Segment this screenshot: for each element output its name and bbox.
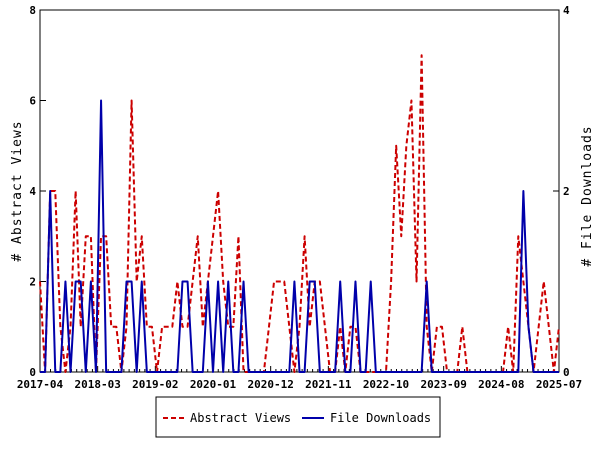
- y-right-tick-label: 2: [563, 185, 570, 198]
- legend-box: [155, 396, 441, 438]
- x-tick-label: 2020-01: [190, 378, 237, 391]
- x-tick-label: 2021-11: [305, 378, 352, 391]
- x-tick-label: 2022-10: [363, 378, 409, 391]
- x-tick-label: 2018-03: [74, 378, 120, 391]
- y-left-axis-title: # Abstract Views: [10, 120, 25, 261]
- x-tick-label: 2023-09: [420, 378, 466, 391]
- legend-label-file-downloads: File Downloads: [330, 411, 431, 425]
- x-tick-label: 2017-04: [17, 378, 64, 391]
- y-left-tick-label: 0: [29, 366, 36, 379]
- legend: Abstract Views File Downloads: [155, 396, 441, 438]
- x-tick-label: 2020-12: [247, 378, 293, 391]
- series-line-file-downloads: [40, 99, 559, 373]
- x-tick-label: 2019-02: [132, 378, 178, 391]
- y-right-tick-label: 0: [563, 366, 570, 379]
- y-left-tick-label: 8: [29, 4, 36, 17]
- y-ticks: 0 2 4 6 8 0 2 4: [29, 4, 570, 379]
- legend-label-abstract-views: Abstract Views: [190, 411, 291, 425]
- x-tick-label: 2025-07: [536, 378, 582, 391]
- y-left-tick-label: 6: [29, 95, 36, 108]
- series-layer: [39, 54, 560, 373]
- y-right-tick-label: 4: [563, 4, 570, 17]
- x-tick-label: 2024-08: [478, 378, 524, 391]
- y-left-tick-label: 4: [29, 185, 36, 198]
- x-ticks: 2017-04 2018-03 2019-02 2020-01 2020-12 2021-…: [17, 366, 582, 391]
- y-right-axis-title: # File Downloads: [580, 125, 595, 266]
- y-left-tick-label: 2: [29, 276, 36, 289]
